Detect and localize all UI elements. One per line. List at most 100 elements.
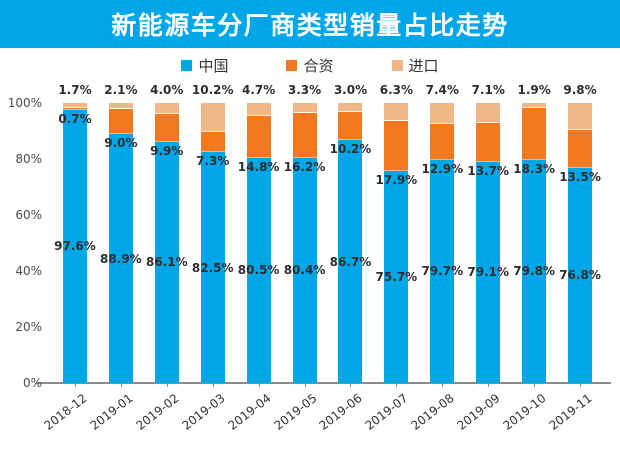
bar-segment-jinkou-2019-03 — [200, 103, 225, 132]
bar-segment-hezi-2019-01 — [108, 108, 133, 135]
x-tick — [166, 383, 168, 387]
bar-segment-hezi-2019-07 — [384, 120, 409, 172]
value-label-china: 79.7% — [421, 264, 464, 279]
bar-column-2019-09 — [476, 103, 501, 383]
bar-segment-hezi-2019-09 — [476, 123, 501, 162]
bar-column-2019-10 — [522, 103, 547, 383]
value-label-jinkou: 9.8% — [563, 83, 597, 97]
value-label-china: 97.6% — [54, 239, 96, 254]
x-tick — [580, 383, 582, 387]
bar-segment-hezi-2019-05 — [292, 112, 317, 158]
value-label-china: 76.8% — [559, 268, 601, 283]
value-label-jinkou: 10.2% — [191, 83, 234, 97]
y-tick-label: 60% — [15, 208, 42, 222]
x-tick-label: 2019-05 — [271, 391, 320, 433]
x-tick — [488, 383, 490, 387]
x-tick — [350, 383, 352, 387]
x-tick-label: 2018-12 — [41, 391, 90, 433]
x-tick — [534, 383, 536, 387]
bar-column-2019-08 — [430, 103, 455, 383]
legend-item-jinkou: 进口 — [391, 55, 439, 76]
value-label-hezi: 17.9% — [375, 173, 418, 188]
value-label-hezi: 16.2% — [283, 159, 326, 174]
bar-segment-hezi-2019-03 — [200, 131, 225, 152]
value-label-china: 79.1% — [467, 265, 510, 280]
bar-segment-jinkou-2019-09 — [476, 103, 501, 124]
value-label-jinkou: 7.4% — [425, 83, 459, 97]
value-label-jinkou: 2.1% — [104, 83, 138, 97]
x-tick-label: 2019-04 — [225, 391, 274, 433]
bar-column-2019-11 — [568, 102, 593, 383]
bar-segment-jinkou-2019-11 — [568, 102, 593, 131]
legend-label-jinkou: 进口 — [408, 56, 439, 75]
value-label-china: 79.8% — [513, 264, 555, 279]
legend-label-hezi: 合资 — [303, 56, 334, 75]
value-label-hezi: 10.2% — [329, 142, 372, 157]
value-label-hezi: 9.0% — [104, 136, 138, 151]
bar-segment-hezi-2019-08 — [430, 123, 455, 160]
bar-segment-hezi-2019-04 — [246, 116, 271, 158]
y-tick-label: 0% — [22, 376, 42, 390]
x-tick — [212, 383, 214, 387]
y-tick-label: 40% — [15, 264, 42, 278]
x-tick-label: 2019-11 — [546, 391, 595, 433]
legend-swatch-jinkou — [391, 59, 403, 71]
bar-segment-jinkou-2019-02 — [154, 103, 179, 115]
legend-item-china: 中国 — [181, 55, 228, 76]
legend: 中国 合资 进口 — [0, 52, 620, 78]
bar-segment-china-2019-02 — [154, 141, 179, 383]
value-label-jinkou: 4.0% — [150, 83, 184, 97]
x-tick-label: 2019-10 — [500, 391, 549, 433]
y-tick-label: 80% — [15, 152, 42, 166]
bar-segment-jinkou-2018-12 — [62, 103, 87, 108]
value-label-hezi: 13.5% — [559, 169, 601, 184]
x-tick — [258, 383, 260, 387]
bar-segment-china-2019-05 — [292, 157, 317, 383]
value-label-hezi: 12.9% — [421, 161, 464, 176]
value-label-jinkou: 7.1% — [471, 83, 505, 97]
legend-swatch-china — [181, 59, 193, 71]
value-label-hezi: 13.7% — [467, 163, 510, 178]
value-label-hezi: 14.8% — [237, 159, 280, 174]
x-tick — [304, 383, 306, 387]
legend-item-hezi: 合资 — [286, 55, 334, 76]
bar-segment-china-2019-06 — [338, 140, 363, 383]
value-label-jinkou: 6.3% — [379, 83, 414, 97]
value-label-china: 86.7% — [329, 254, 372, 269]
legend-label-china: 中国 — [198, 56, 229, 75]
x-tick-label: 2019-06 — [316, 391, 366, 433]
x-tick — [74, 383, 76, 387]
bar-column-2019-04 — [246, 103, 271, 383]
bar-segment-jinkou-2019-08 — [430, 103, 455, 124]
bar-segment-hezi-2019-10 — [522, 108, 547, 160]
value-label-hezi: 0.7% — [58, 111, 92, 126]
bar-segment-china-2019-07 — [384, 171, 409, 383]
bar-column-2019-07 — [384, 103, 409, 383]
y-tick-label: 100% — [7, 96, 42, 110]
bar-segment-jinkou-2019-07 — [384, 103, 409, 121]
bar-column-2019-05 — [292, 103, 317, 383]
bar-segment-hezi-2019-06 — [338, 111, 363, 141]
bar-column-2019-06 — [338, 103, 363, 383]
value-label-china: 75.7% — [375, 270, 418, 285]
bar-segment-china-2019-04 — [246, 157, 271, 383]
x-tick — [442, 383, 444, 387]
x-tick-label: 2019-08 — [408, 391, 457, 433]
legend-swatch-hezi — [286, 59, 298, 71]
bar-column-2018-12 — [62, 103, 87, 383]
value-label-china: 80.5% — [237, 263, 280, 278]
x-tick — [120, 383, 122, 387]
bar-segment-jinkou-2019-04 — [246, 103, 271, 117]
value-label-jinkou: 1.9% — [517, 83, 551, 97]
value-label-china: 86.1% — [145, 255, 188, 270]
bar-column-2019-02 — [154, 103, 179, 383]
bar-segment-china-2019-01 — [108, 134, 133, 383]
x-tick-label: 2019-07 — [362, 391, 411, 433]
value-label-hezi: 18.3% — [513, 161, 555, 176]
value-label-jinkou: 3.3% — [287, 83, 322, 97]
x-tick-label: 2019-01 — [87, 391, 136, 433]
value-label-hezi: 9.9% — [150, 143, 184, 158]
bar-segment-china-2019-08 — [430, 159, 455, 383]
bar-segment-jinkou-2019-01 — [108, 103, 133, 109]
